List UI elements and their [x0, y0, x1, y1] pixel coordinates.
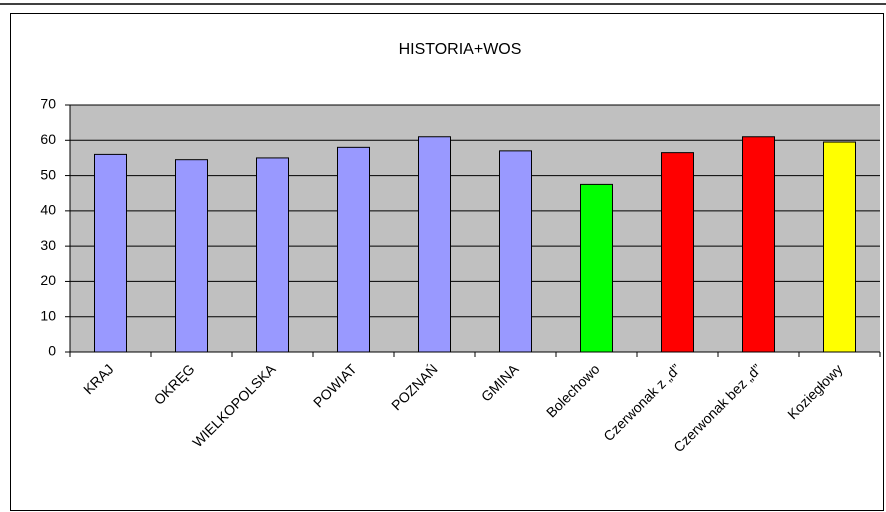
bar: [499, 150, 532, 353]
bar: [823, 141, 856, 353]
y-tick-label: 20: [40, 272, 56, 288]
y-tick-label: 50: [40, 166, 56, 182]
bar: [418, 136, 451, 353]
y-tick-label: 10: [40, 307, 56, 323]
bar: [94, 153, 127, 353]
y-tick-label: 40: [40, 202, 56, 218]
bar: [175, 159, 208, 353]
y-tick-label: 70: [40, 96, 56, 112]
y-tick-label: 60: [40, 131, 56, 147]
chart-title: HISTORIA+WOS: [399, 41, 522, 58]
bar: [580, 183, 613, 353]
y-tick-label: 0: [48, 343, 56, 359]
bar: [256, 157, 289, 353]
bar: [742, 136, 775, 353]
bar: [337, 146, 370, 353]
bar: [661, 152, 694, 353]
y-tick-label: 30: [40, 237, 56, 253]
